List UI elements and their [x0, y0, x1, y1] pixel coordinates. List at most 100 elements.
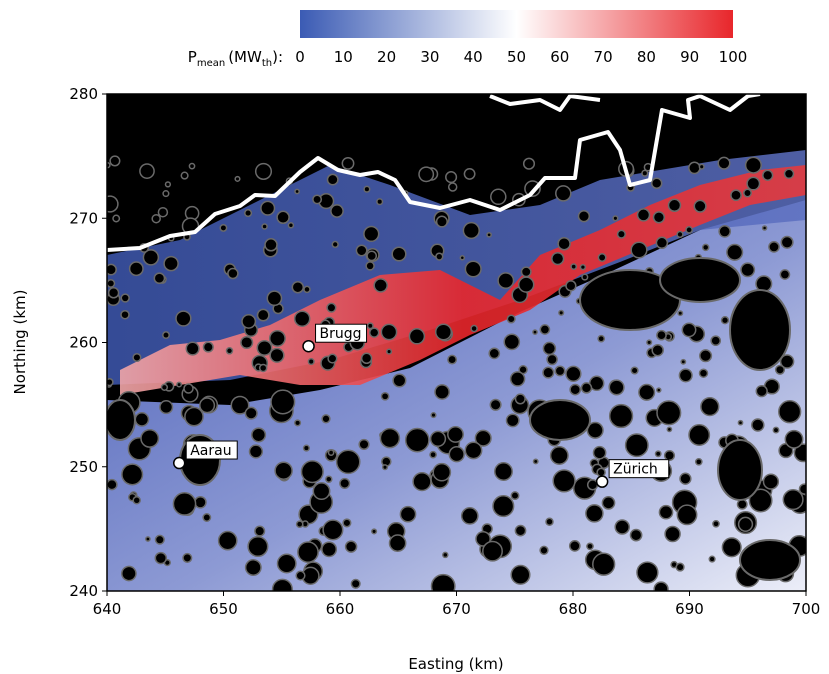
no-data-patch: [408, 328, 426, 345]
no-data-patch: [109, 155, 121, 167]
no-data-patch: [153, 272, 166, 285]
no-data-patch: [592, 445, 607, 460]
no-data-patch: [554, 365, 566, 377]
no-data-patch: [429, 450, 437, 459]
no-data-patch: [688, 424, 711, 446]
no-data-patch: [482, 540, 503, 562]
colorbar-tick-label: 50: [507, 48, 526, 66]
no-data-patch: [630, 366, 639, 375]
no-data-patch: [581, 273, 589, 281]
no-data-patch: [774, 364, 786, 375]
no-data-patch: [331, 240, 339, 249]
no-data-patch: [629, 528, 643, 542]
no-data-patch: [751, 418, 765, 432]
no-data-patch: [160, 383, 169, 391]
no-data-patch: [386, 348, 393, 355]
no-data-patch: [295, 520, 304, 529]
no-data-patch: [380, 391, 390, 401]
no-data-patch: [107, 377, 114, 387]
no-data-patch: [524, 180, 541, 197]
no-data-patch: [297, 541, 319, 563]
region-border-line: [107, 94, 761, 252]
no-data-patch: [597, 253, 607, 262]
no-data-patch: [664, 525, 681, 543]
no-data-patch: [497, 272, 515, 290]
no-data-patch: [434, 384, 450, 400]
no-data-patch: [490, 188, 507, 206]
no-data-patch: [579, 263, 587, 271]
colorbar-tick-label: 60: [550, 48, 569, 66]
no-data-patch: [247, 535, 269, 558]
x-tick-label: 680: [559, 600, 588, 618]
no-data-patch: [302, 444, 310, 452]
no-data-patch: [325, 475, 333, 483]
no-data-patch: [522, 157, 536, 170]
no-data-patch: [307, 358, 315, 366]
x-tick-label: 640: [93, 600, 122, 618]
no-data-patch: [120, 309, 130, 320]
no-data-patch: [616, 229, 626, 239]
no-data-patch: [755, 384, 768, 398]
no-data-patch: [163, 255, 179, 272]
no-data-patch: [274, 461, 293, 480]
no-data-patch: [565, 280, 577, 292]
city-label: Zürich: [613, 462, 658, 478]
no-data-patch: [688, 161, 701, 175]
no-data-patch: [326, 302, 337, 313]
no-data-patch: [798, 483, 806, 495]
no-data-patch: [350, 578, 361, 589]
no-data-patch: [128, 261, 144, 277]
no-data-patch: [568, 540, 581, 552]
no-data-patch: [276, 210, 290, 225]
no-data-patch: [107, 263, 117, 276]
no-data-patch: [558, 309, 565, 316]
no-data-patch: [276, 553, 297, 574]
no-data-patch: [183, 383, 194, 394]
no-data-patch: [227, 267, 239, 280]
no-data-patch: [529, 399, 591, 441]
no-data-patch: [162, 331, 170, 340]
no-data-patch: [219, 223, 228, 232]
y-axis-ticks: 240 250 260 270 280: [69, 85, 107, 600]
no-data-patch: [510, 491, 520, 501]
x-tick-label: 670: [442, 600, 471, 618]
no-data-patch: [699, 349, 713, 363]
no-data-patch: [612, 215, 619, 222]
no-data-patch: [740, 262, 756, 278]
no-data-patch: [254, 525, 266, 537]
no-data-patch: [638, 383, 656, 401]
no-data-patch: [549, 446, 569, 465]
no-data-patch: [366, 250, 378, 262]
no-data-patch: [503, 333, 521, 351]
no-data-patch: [154, 551, 168, 565]
no-data-patch: [698, 368, 709, 378]
no-data-patch: [693, 199, 707, 213]
no-data-patch: [475, 531, 491, 547]
colorbar-tick-label: 70: [594, 48, 613, 66]
no-data-patch: [241, 313, 257, 329]
x-tick-label: 690: [675, 600, 704, 618]
no-data-patch: [681, 322, 697, 338]
y-tick-label: 250: [69, 458, 98, 476]
no-data-patch: [580, 382, 593, 394]
no-data-patch: [326, 173, 339, 186]
y-tick-label: 270: [69, 209, 98, 227]
no-data-patch: [202, 513, 212, 522]
no-data-patch: [557, 236, 571, 251]
colorbar-gradient: [300, 10, 733, 38]
no-data-patch: [445, 171, 458, 184]
no-data-patch: [172, 492, 197, 516]
no-data-patch: [248, 444, 264, 459]
no-data-patch: [539, 545, 549, 555]
no-data-patch: [509, 371, 526, 387]
city-label-box: [185, 440, 238, 460]
x-axis-ticks: 640 650 660 670 680 690 700: [93, 591, 820, 618]
no-data-patch: [768, 241, 780, 253]
no-data-patch: [663, 449, 676, 462]
no-data-patch: [107, 478, 118, 491]
no-data-patch: [185, 341, 200, 356]
no-data-patch: [154, 534, 165, 545]
heatmap-field: [107, 94, 806, 591]
no-data-patch: [217, 530, 238, 551]
no-data-patch: [464, 441, 483, 460]
